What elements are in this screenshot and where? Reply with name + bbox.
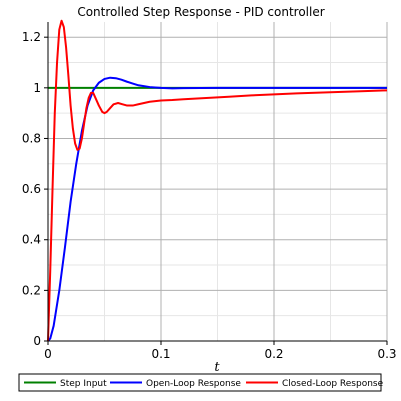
- y-tick-label: 0: [33, 334, 41, 348]
- chart-title: Controlled Step Response - PID controlle…: [77, 5, 324, 19]
- legend-box: [18, 373, 382, 392]
- x-axis-label: t: [214, 360, 220, 375]
- legend: Step Input Open-Loop Response Closed-Loop …: [18, 373, 384, 392]
- y-tick-label: 0.4: [22, 233, 41, 247]
- y-tick-label: 1.2: [22, 30, 41, 44]
- series-layer: [47, 19, 388, 342]
- series-line-2: [47, 76, 387, 342]
- x-tick-label: 0.2: [264, 347, 283, 361]
- legend-label-3: Closed-Loop Response: [282, 379, 384, 389]
- y-tick-label: 0.2: [22, 283, 41, 297]
- x-tick-label: 0.3: [377, 347, 396, 361]
- axes: [44, 22, 388, 345]
- series-line-3: [47, 19, 388, 342]
- y-tick-label: 1: [33, 81, 41, 95]
- legend-label-1: Step Input: [60, 379, 107, 389]
- legend-label-2: Open-Loop Response: [146, 379, 241, 389]
- tick-labels: 0 0.1 0.2 0.3 0 0.2 0.4 0.6 0.8 1 1.2: [22, 30, 397, 361]
- x-tick-label: 0: [44, 347, 52, 361]
- x-tick-label: 0.1: [151, 347, 170, 361]
- y-tick-label: 0.6: [22, 182, 41, 196]
- y-tick-label: 0.8: [22, 131, 41, 145]
